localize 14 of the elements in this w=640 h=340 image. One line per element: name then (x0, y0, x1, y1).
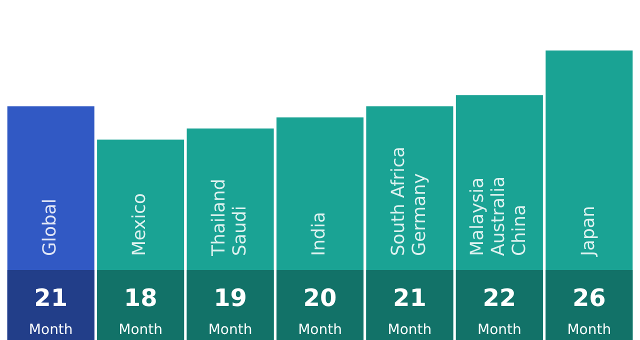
x-tick-label: Japan (578, 206, 599, 257)
x-tick-label: Mexico (129, 193, 150, 256)
data-label: 22 Month (477, 284, 522, 338)
data-label: 26 Month (567, 284, 612, 338)
data-label: 18 Month (118, 284, 163, 338)
x-tick-label: Global (40, 198, 61, 256)
x-tick-label: Thailand Saudi (208, 178, 250, 257)
data-label: 20 Month (298, 284, 342, 338)
x-tick-label: Malaysia Australia China (467, 176, 530, 256)
data-label: 19 Month (208, 284, 252, 338)
data-label: 21 Month (388, 284, 432, 338)
x-tick-label: South Africa Germany (388, 146, 430, 256)
x-tick-label: India (308, 212, 330, 256)
data-label: 21 Month (28, 284, 73, 338)
